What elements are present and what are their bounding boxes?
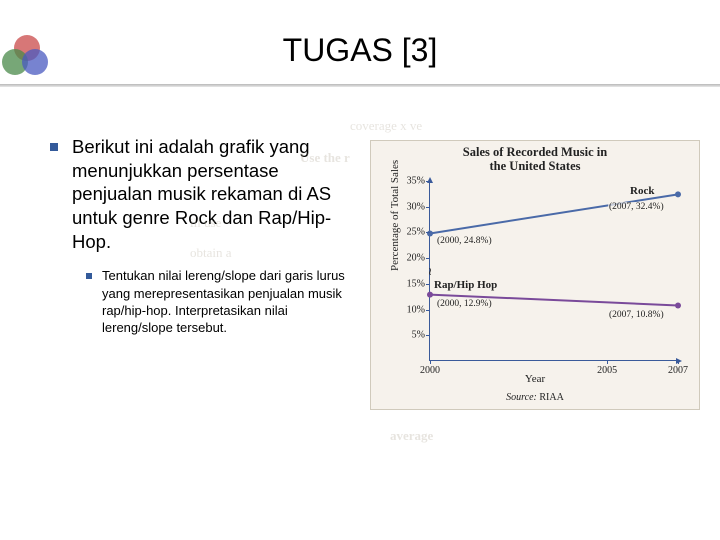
main-bullet-text: Berikut ini adalah grafik yang menunjukk… (72, 135, 360, 253)
sub-bullet-row: Tentukan nilai lereng/slope dari garis l… (86, 267, 360, 336)
chart-container: Sales of Recorded Music in the United St… (370, 140, 700, 410)
y-axis-title: Percentage of Total Sales (389, 160, 401, 271)
slide-title: TUGAS [3] (0, 0, 720, 79)
chart-title: Sales of Recorded Music in the United St… (371, 145, 699, 174)
ghost-text: average (390, 428, 433, 444)
text-content: Berikut ini adalah grafik yang menunjukk… (50, 135, 360, 336)
y-tick-label: 20% (407, 253, 425, 264)
point-label: (2000, 12.9%) (436, 299, 493, 309)
main-bullet-row: Berikut ini adalah grafik yang menunjukk… (50, 135, 360, 253)
x-axis-title: Year (371, 373, 699, 385)
series-label-rap: Rap/Hip Hop (434, 279, 497, 291)
title-underline (0, 84, 720, 87)
chart-plot-area: 5%10%15%20%25%30%35% 200020052007 Rock R… (429, 181, 677, 361)
sub-bullet-text: Tentukan nilai lereng/slope dari garis l… (102, 267, 360, 336)
square-bullet-icon (50, 143, 58, 151)
series-label-rock: Rock (630, 185, 654, 197)
point-label: (2000, 24.8%) (436, 236, 493, 246)
square-bullet-icon (86, 273, 92, 279)
y-tick-label: 25% (407, 227, 425, 238)
y-tick-label: 5% (412, 330, 425, 341)
y-tick-label: 10% (407, 304, 425, 315)
axis-break-icon: ≀ (428, 265, 432, 278)
ghost-text: coverage x ve (350, 118, 422, 134)
chart-source: Source: RIAA (371, 392, 699, 403)
point-label: (2007, 10.8%) (608, 310, 665, 320)
y-tick-label: 15% (407, 278, 425, 289)
slide-logo (0, 35, 50, 85)
y-tick-label: 30% (407, 201, 425, 212)
point-label: (2007, 32.4%) (608, 202, 665, 212)
y-tick-label: 35% (407, 176, 425, 187)
